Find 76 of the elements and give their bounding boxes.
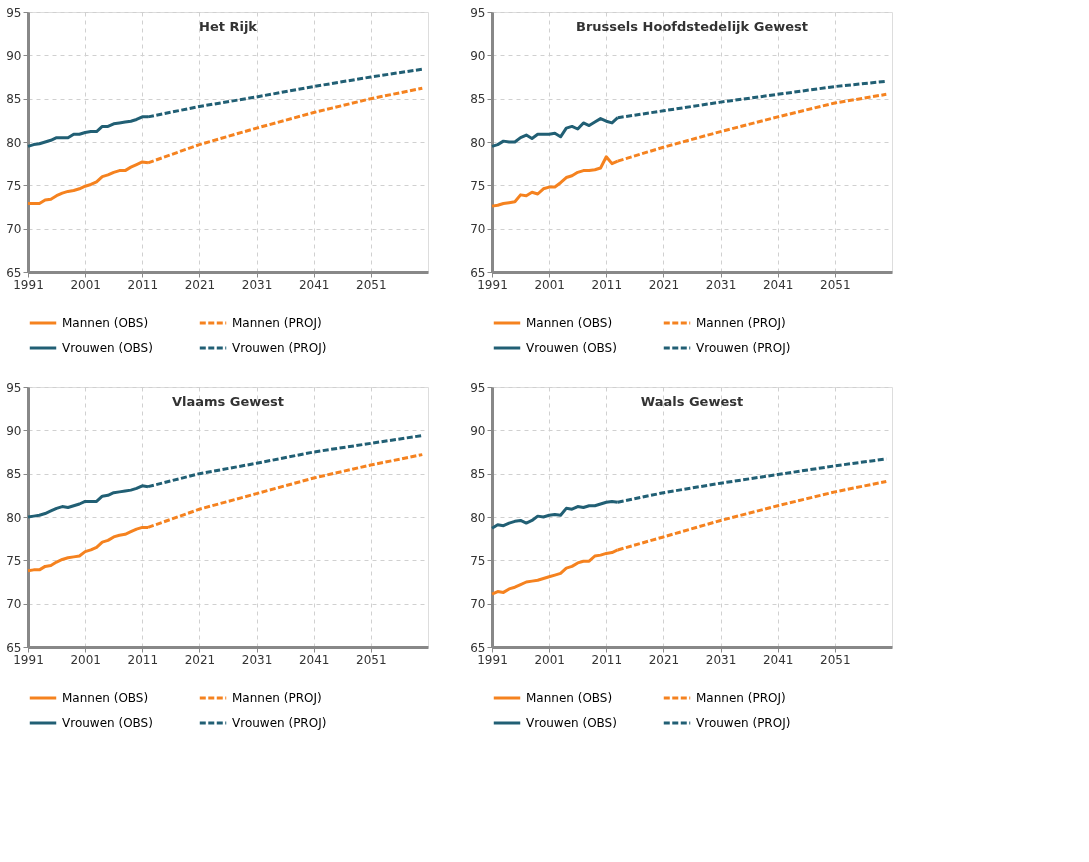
- y-tick-label: 95: [470, 380, 486, 395]
- x-tick-label: 2001: [534, 277, 565, 292]
- x-tick-label: 2041: [298, 277, 330, 292]
- legend-label: Mannen (OBS): [526, 316, 613, 330]
- x-tick-label: 1991: [13, 652, 44, 667]
- legend-label: Mannen (PROJ): [696, 316, 786, 330]
- x-tick-label: 2031: [705, 277, 737, 292]
- y-tick-label: 90: [470, 48, 486, 63]
- text: Vlaams Gewest: [171, 394, 285, 409]
- legend-label: Vrouwen (PROJ): [232, 716, 327, 730]
- x-tick-label: 2031: [241, 652, 273, 667]
- text: Het Rijk: [198, 19, 258, 34]
- y-tick-label: 70: [470, 597, 486, 612]
- x-tick-label: 2051: [356, 277, 387, 292]
- y-tick-label: 85: [6, 467, 22, 482]
- legend-label: Vrouwen (OBS): [526, 716, 617, 730]
- y-tick-label: 80: [6, 135, 22, 150]
- x-tick-label: 2011: [127, 652, 159, 667]
- x-tick-label: 2051: [820, 652, 851, 667]
- y-tick-label: 70: [6, 222, 22, 237]
- x-tick-label: 2051: [820, 277, 851, 292]
- x-tick-label: 2031: [241, 277, 273, 292]
- y-tick-label: 90: [6, 423, 22, 438]
- x-tick-label: 1991: [13, 277, 44, 292]
- legend-label: Mannen (PROJ): [696, 691, 786, 705]
- y-tick-label: 65: [6, 265, 22, 280]
- legend-label: Mannen (OBS): [62, 316, 149, 330]
- x-tick-label: 2021: [184, 277, 216, 292]
- legend-label: Mannen (PROJ): [232, 316, 322, 330]
- legend-label: Vrouwen (OBS): [62, 341, 153, 355]
- legend-label: Mannen (OBS): [526, 691, 613, 705]
- y-tick-label: 80: [470, 135, 486, 150]
- x-tick-label: 2021: [648, 277, 680, 292]
- x-tick-label: 2001: [534, 652, 565, 667]
- y-tick-label: 90: [6, 48, 22, 63]
- x-tick-label: 2041: [762, 277, 794, 292]
- y-tick-label: 75: [6, 178, 22, 193]
- y-tick-label: 95: [470, 5, 486, 20]
- y-tick-label: 80: [470, 510, 486, 525]
- x-tick-label: 2051: [356, 652, 387, 667]
- x-tick-label: 2011: [127, 277, 159, 292]
- y-tick-label: 85: [470, 92, 486, 107]
- legend-label: Vrouwen (PROJ): [696, 716, 791, 730]
- legend-label: Vrouwen (PROJ): [696, 341, 791, 355]
- x-tick-label: 2011: [591, 652, 623, 667]
- text: Waals Gewest: [640, 394, 744, 409]
- y-tick-label: 75: [6, 553, 22, 568]
- y-tick-label: 65: [6, 640, 22, 655]
- y-tick-label: 80: [6, 510, 22, 525]
- y-tick-label: 95: [6, 5, 22, 20]
- x-tick-label: 1991: [477, 277, 508, 292]
- x-tick-label: 1991: [477, 652, 508, 667]
- x-tick-label: 2031: [705, 652, 737, 667]
- x-tick-label: 2041: [762, 652, 794, 667]
- y-tick-label: 75: [470, 178, 486, 193]
- legend-label: Mannen (OBS): [62, 691, 149, 705]
- y-tick-label: 65: [470, 640, 486, 655]
- y-tick-label: 75: [470, 553, 486, 568]
- y-tick-label: 65: [470, 265, 486, 280]
- x-tick-label: 2011: [591, 277, 623, 292]
- x-tick-label: 2021: [648, 652, 680, 667]
- legend-label: Vrouwen (PROJ): [232, 341, 327, 355]
- legend-label: Vrouwen (OBS): [62, 716, 153, 730]
- y-tick-label: 70: [470, 222, 486, 237]
- y-tick-label: 95: [6, 380, 22, 395]
- x-tick-label: 2001: [70, 277, 101, 292]
- text: Brussels Hoofdstedelijk Gewest: [576, 19, 808, 34]
- x-tick-label: 2021: [184, 652, 216, 667]
- y-tick-label: 70: [6, 597, 22, 612]
- x-tick-label: 2041: [298, 652, 330, 667]
- y-tick-label: 85: [470, 467, 486, 482]
- y-tick-label: 90: [470, 423, 486, 438]
- legend-label: Mannen (PROJ): [232, 691, 322, 705]
- y-tick-label: 85: [6, 92, 22, 107]
- x-tick-label: 2001: [70, 652, 101, 667]
- legend-label: Vrouwen (OBS): [526, 341, 617, 355]
